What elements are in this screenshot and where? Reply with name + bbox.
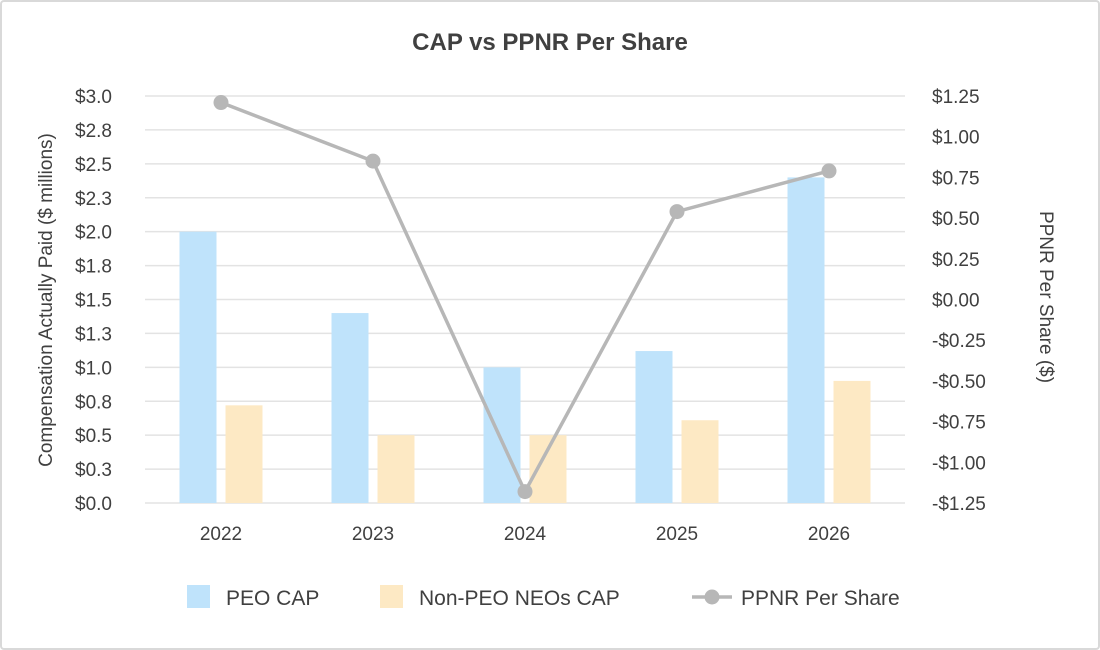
left-tick-label: $1.5 [75,291,112,312]
bars [179,177,871,503]
ppnr-point-2025 [669,204,685,220]
x-tick-label: 2024 [504,524,547,545]
right-tick-label: $0.50 [932,209,980,230]
ppnr-point-2023 [365,153,381,169]
x-axis-ticks: 2022 2023 2024 2025 2026 [200,524,850,545]
ppnr-line [220,100,830,496]
bar-non-peo-neos-cap-2023 [377,435,415,503]
left-tick-label: $0.3 [75,460,112,481]
grid-lines [145,95,905,504]
legend-swatch-non-peo-neos-cap [380,585,403,608]
ppnr-point-2022 [213,95,229,111]
left-tick-label: $3.0 [75,87,112,108]
legend: PEO CAP Non-PEO NEOs CAP PPNR Per Share [187,585,900,610]
x-tick-label: 2026 [808,524,850,545]
right-tick-label: $0.25 [932,250,980,271]
right-tick-label: $1.00 [932,128,980,149]
legend-label-non-peo-neos-cap: Non-PEO NEOs CAP [419,587,620,610]
legend-label-peo-cap: PEO CAP [226,587,319,610]
bar-peo-cap-2024 [483,367,521,503]
chart-title: CAP vs PPNR Per Share [412,29,688,56]
left-axis-label: Compensation Actually Paid ($ millions) [36,133,57,467]
right-tick-label: -$0.50 [932,372,986,393]
ppnr-point-2026 [821,163,837,179]
left-tick-label: $1.8 [75,257,112,278]
x-tick-label: 2025 [656,524,698,545]
x-tick-label: 2022 [200,524,242,545]
left-tick-label: $1.0 [75,358,112,379]
left-tick-label: $2.3 [75,189,112,210]
right-tick-label: -$0.75 [932,413,986,434]
legend-swatch-peo-cap [187,585,210,608]
bar-peo-cap-2023 [331,313,369,503]
bar-peo-cap-2022 [179,231,217,503]
bar-peo-cap-2026 [787,177,825,503]
left-tick-label: $0.0 [75,494,112,515]
right-axis-label: PPNR Per Share ($) [1035,211,1056,383]
bar-non-peo-neos-cap-2024 [529,435,567,503]
x-tick-label: 2023 [352,524,394,545]
left-tick-label: $0.8 [75,392,112,413]
right-tick-label: -$1.00 [932,453,986,474]
left-tick-label: $2.8 [75,121,112,142]
left-tick-label: $0.5 [75,426,112,447]
left-axis-ticks: $0.0 $0.3 $0.5 $0.8 $1.0 $1.3 $1.5 $1.8 $2.0 $2.3… [75,87,112,515]
ppnr-point-2024 [517,484,533,500]
right-axis-ticks: -$1.25 -$1.00 -$0.75 -$0.50 -$0.25 $0.00 $0.25… [932,87,986,515]
legend-marker-ppnr-per-share [704,589,720,605]
right-tick-label: -$1.25 [932,494,986,515]
bar-peo-cap-2025 [635,351,673,503]
right-tick-label: $1.25 [932,87,980,108]
right-tick-label: $0.75 [932,168,980,189]
bar-non-peo-neos-cap-2022 [225,405,263,503]
left-tick-label: $2.5 [75,155,112,176]
right-tick-label: -$0.25 [932,331,986,352]
right-tick-label: $0.00 [932,291,980,312]
ppnr-line-series [213,95,837,500]
left-tick-label: $1.3 [75,324,112,345]
left-tick-label: $2.0 [75,223,112,244]
bar-non-peo-neos-cap-2025 [681,420,719,503]
legend-label-ppnr-per-share: PPNR Per Share [741,587,900,610]
bar-non-peo-neos-cap-2026 [833,380,871,503]
